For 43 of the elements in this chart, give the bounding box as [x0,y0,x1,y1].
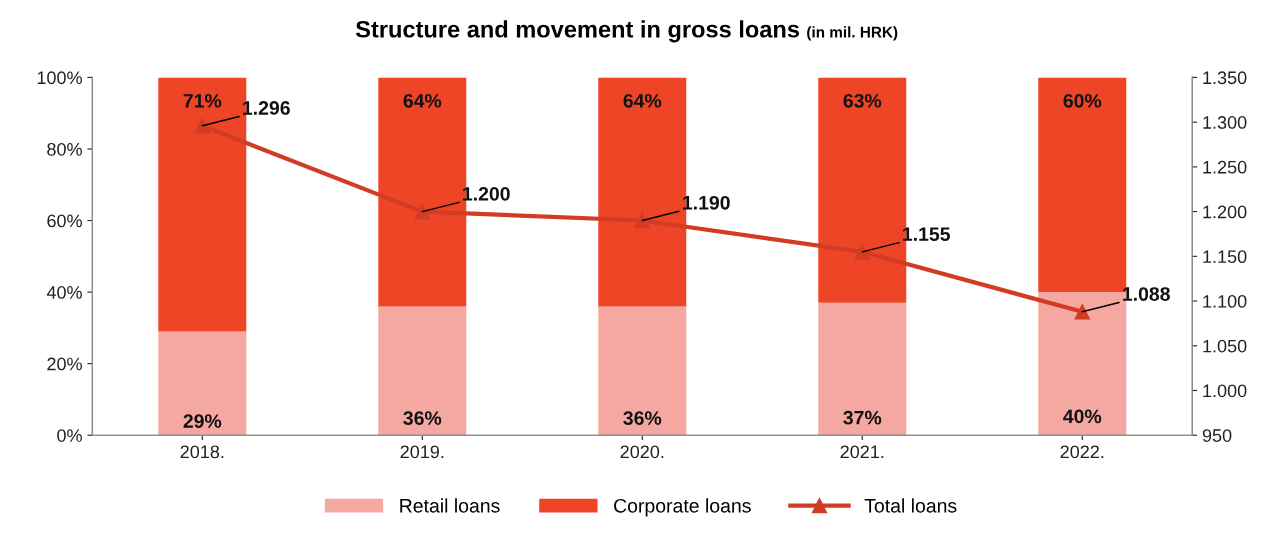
y-tick-label: 20% [47,357,82,371]
x-tick-label: 2020. [620,445,664,459]
legend-label: Retail loans [400,498,500,513]
bar [598,306,687,436]
y2-tick-label: 1.250 [1203,160,1247,174]
point [634,212,650,229]
y-tick-label: 100% [37,71,82,85]
bar [818,302,907,436]
x-tick-label: 2022. [1060,445,1104,459]
data-label: 36% [403,411,442,425]
data-label: 63% [843,93,882,108]
data-label: 64% [403,93,442,108]
data-label: 36% [623,411,662,425]
y2-tick-label: 1.350 [1203,71,1247,85]
y2-tick-label: 950 [1202,429,1232,442]
x-tick-label: 2019. [400,445,444,459]
data-label: 29% [183,414,222,428]
legend-label: Total loans [864,498,957,513]
chart-title: Structure and movement in gross loans [355,20,800,43]
y2-tick-label: 1.300 [1203,116,1247,129]
y-tick-label: 80% [47,142,82,156]
point [854,244,870,260]
y-tick-label: 0% [57,429,82,442]
y2-tick-label: 1.000 [1203,384,1247,398]
data-label: 71% [183,93,222,108]
y2-tick-label: 1.050 [1203,339,1247,353]
y2-tick-label: 1.100 [1203,294,1247,308]
data-label: 37% [843,410,882,425]
bar [378,306,467,436]
data-label: 1.088 [1123,287,1170,301]
y2-tick-label: 1.200 [1203,205,1247,219]
y2-tick-label: 1.150 [1203,250,1247,264]
data-label: 60% [1063,93,1102,108]
point [414,203,430,220]
x-tick-label: 2018. [180,445,224,459]
bar [158,331,247,436]
data-label: 64% [623,93,662,108]
chart-subtitle: (in mil. HRK) [807,26,898,41]
y-tick-label: 60% [47,214,82,228]
data-label: 40% [1063,409,1102,424]
legend-label: Corporate loans [614,498,751,517]
x-tick-label: 2021. [840,445,884,459]
y-tick-label: 40% [46,286,82,299]
